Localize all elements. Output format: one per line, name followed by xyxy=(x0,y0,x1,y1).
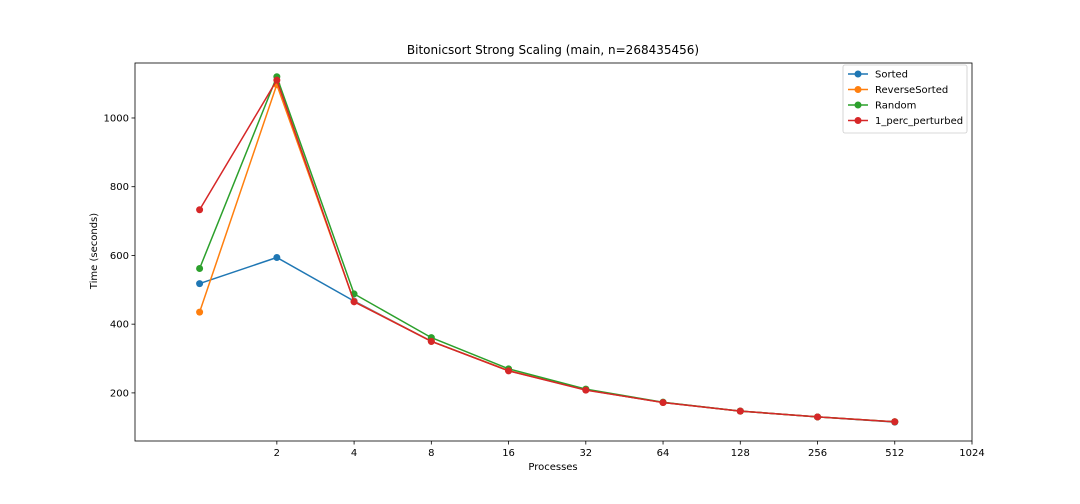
x-tick-label: 256 xyxy=(808,448,827,459)
data-point xyxy=(196,264,204,272)
x-tick-label: 2 xyxy=(274,448,280,459)
legend-label: 1_perc_perturbed xyxy=(875,116,963,127)
data-point xyxy=(273,253,281,261)
data-point xyxy=(427,337,435,345)
series-line xyxy=(198,78,895,423)
legend-label: Random xyxy=(875,101,916,112)
plot-area: 2 4 8 16 32 64 128 256 512 1024 200 400 600 800 1000 xyxy=(104,62,985,459)
series-1_perc_perturbed xyxy=(196,76,899,426)
data-point xyxy=(196,308,204,316)
legend-marker xyxy=(854,101,862,109)
data-point xyxy=(350,298,358,306)
y-axis-label: Time (seconds) xyxy=(89,213,100,290)
x-tick-label: 4 xyxy=(351,448,357,459)
x-tick-label: 64 xyxy=(657,448,670,459)
data-point xyxy=(814,413,822,421)
x-tick-label: 128 xyxy=(731,448,750,459)
legend-marker xyxy=(854,117,862,124)
x-tick-label: 8 xyxy=(428,448,434,459)
y-tick-label: 800 xyxy=(110,182,129,193)
y-tick-label: 1000 xyxy=(104,113,129,124)
x-tick-label: 16 xyxy=(502,448,515,459)
legend-label: ReverseSorted xyxy=(875,85,948,96)
legend-marker xyxy=(854,70,862,78)
data-point xyxy=(582,386,590,394)
data-point xyxy=(659,399,667,407)
legend-marker xyxy=(854,86,862,93)
y-tick-label: 200 xyxy=(110,388,129,399)
legend: Sorted ReverseSorted Random 1_perc_perturbe… xyxy=(842,64,968,134)
y-tick-label: 400 xyxy=(110,320,129,331)
data-point xyxy=(891,418,899,426)
data-point xyxy=(736,407,744,415)
plot-frame xyxy=(134,62,973,442)
x-tick-label: 1024 xyxy=(959,448,984,459)
legend-box xyxy=(842,64,968,134)
chart-title: Bitonicsort Strong Scaling (main, n=2684… xyxy=(407,43,699,57)
data-point xyxy=(196,206,204,214)
x-tick-label: 512 xyxy=(885,448,904,459)
data-point xyxy=(196,280,204,288)
data-point xyxy=(273,76,281,84)
series-layer xyxy=(196,73,899,426)
legend-label: Sorted xyxy=(875,70,908,81)
y-tick-label: 600 xyxy=(110,251,129,262)
x-axis-label: Processes xyxy=(528,462,577,473)
data-point xyxy=(505,367,513,375)
x-tick-label: 32 xyxy=(579,448,592,459)
